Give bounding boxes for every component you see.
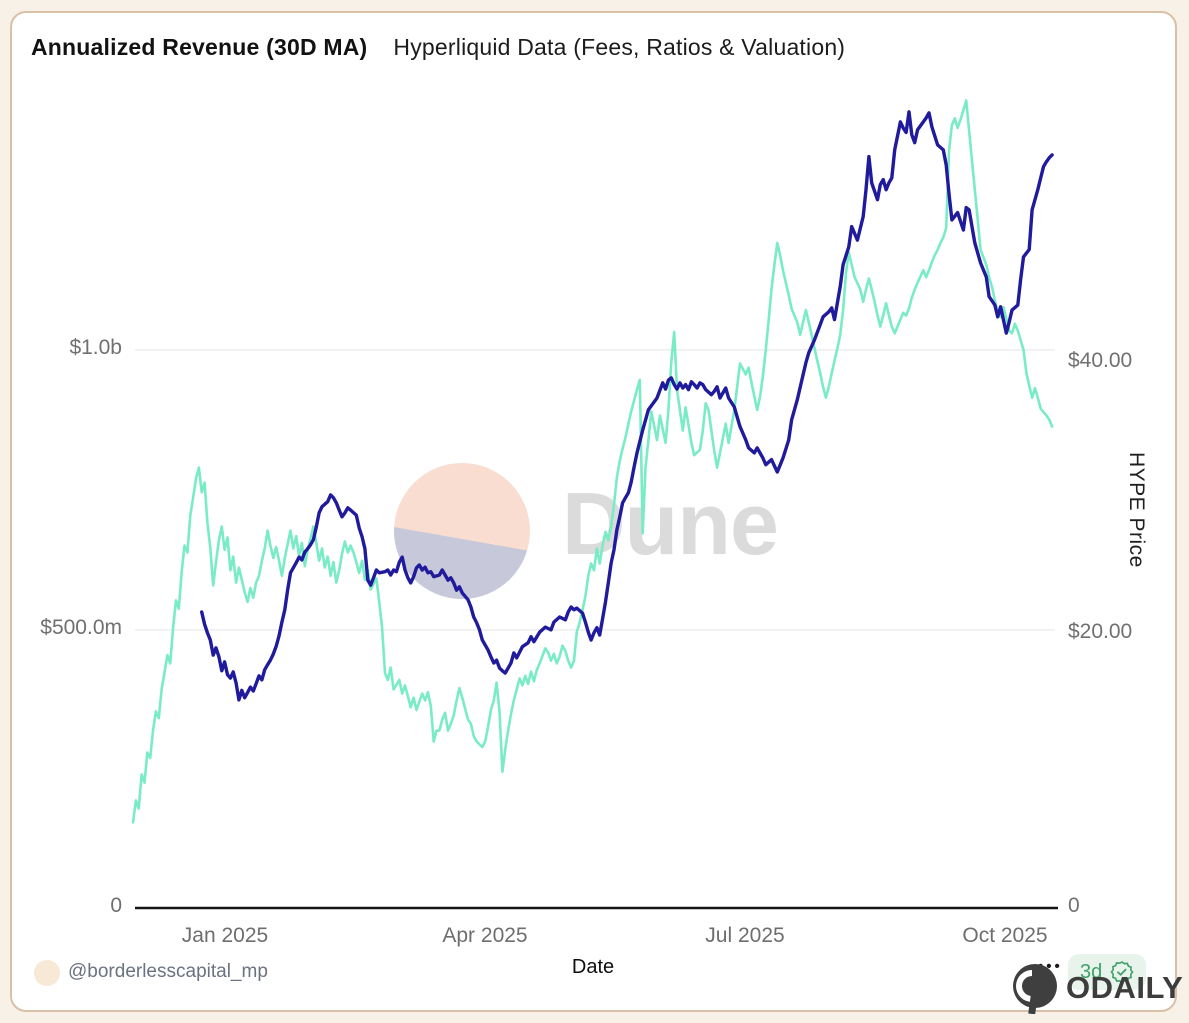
x-axis-label: Date [571, 956, 615, 978]
x-tick-jul-2025: Jul 2025 [705, 924, 785, 947]
age-badge[interactable]: 3d [1068, 954, 1147, 990]
y-left-tick-0: 0 [110, 894, 122, 917]
age-badge-label: 3d [1080, 960, 1103, 983]
y-right-tick-40: $40.00 [1068, 349, 1133, 372]
dune-watermark-icon [394, 463, 530, 599]
verified-seal-icon [1110, 960, 1134, 984]
dune-watermark-text: Dune [562, 474, 779, 573]
odaily-logo-text: ODAILY [1066, 970, 1184, 1005]
author-avatar [34, 960, 60, 986]
y-left-tick-500m: $500.0m [40, 616, 122, 639]
author-handle: @borderlesscapital_mp [68, 961, 268, 982]
y-right-tick-0: 0 [1068, 894, 1080, 917]
x-tick-jan-2025: Jan 2025 [181, 924, 269, 947]
y-right-tick-20: $20.00 [1068, 620, 1133, 643]
chart-header: Annualized Revenue (30D MA) Hyperliquid … [31, 34, 845, 61]
odaily-watermark: ODAILY [1010, 962, 1183, 1014]
page-title: Annualized Revenue (30D MA) [31, 34, 368, 60]
y-left-tick-1b: $1.0b [69, 336, 122, 359]
x-tick-oct-2025: Oct 2025 [962, 924, 1048, 947]
page-subtitle: Hyperliquid Data (Fees, Ratios & Valuati… [393, 34, 846, 60]
odaily-logo-icon [1010, 962, 1060, 1014]
y-right-axis-label: HYPE Price [1125, 452, 1148, 568]
x-tick-apr-2025: Apr 2025 [442, 924, 528, 947]
